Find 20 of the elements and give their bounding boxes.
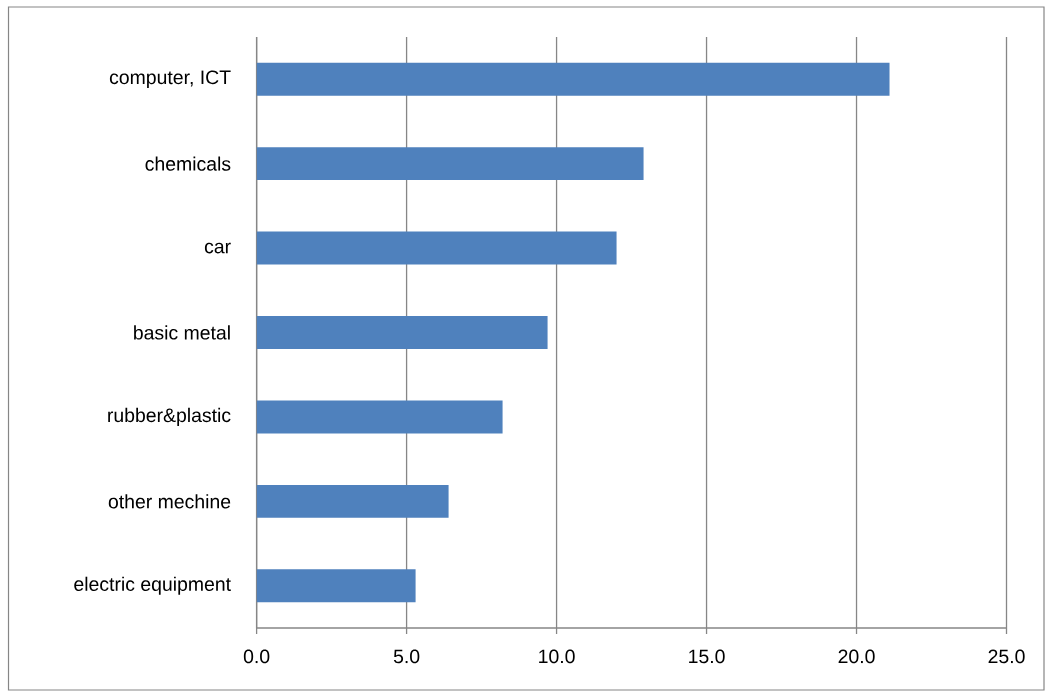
y-tick-label: other mechine bbox=[108, 494, 231, 509]
bar bbox=[256, 569, 416, 603]
bar bbox=[256, 316, 548, 349]
y-tick-label: electric equipment bbox=[74, 576, 231, 595]
x-tick-label: 5.0 bbox=[393, 649, 420, 664]
y-tick-label: basic metal bbox=[134, 325, 230, 340]
x-tick-label: 10.0 bbox=[539, 649, 575, 664]
bar bbox=[256, 400, 503, 434]
x-tick-label: 0.0 bbox=[243, 649, 270, 664]
x-tick-label: 15.0 bbox=[689, 649, 725, 664]
y-tick-label: chemicals bbox=[145, 156, 231, 171]
bar bbox=[256, 62, 890, 96]
bar bbox=[256, 484, 449, 518]
x-tick-label: 25.0 bbox=[988, 649, 1025, 664]
y-tick-label: car bbox=[204, 242, 231, 254]
y-tick-label: rubber&plastic bbox=[108, 407, 231, 426]
x-tick-label: 20.0 bbox=[838, 649, 875, 664]
bar bbox=[256, 147, 644, 181]
bar bbox=[256, 231, 617, 265]
y-tick-label: computer, ICT bbox=[109, 70, 231, 88]
